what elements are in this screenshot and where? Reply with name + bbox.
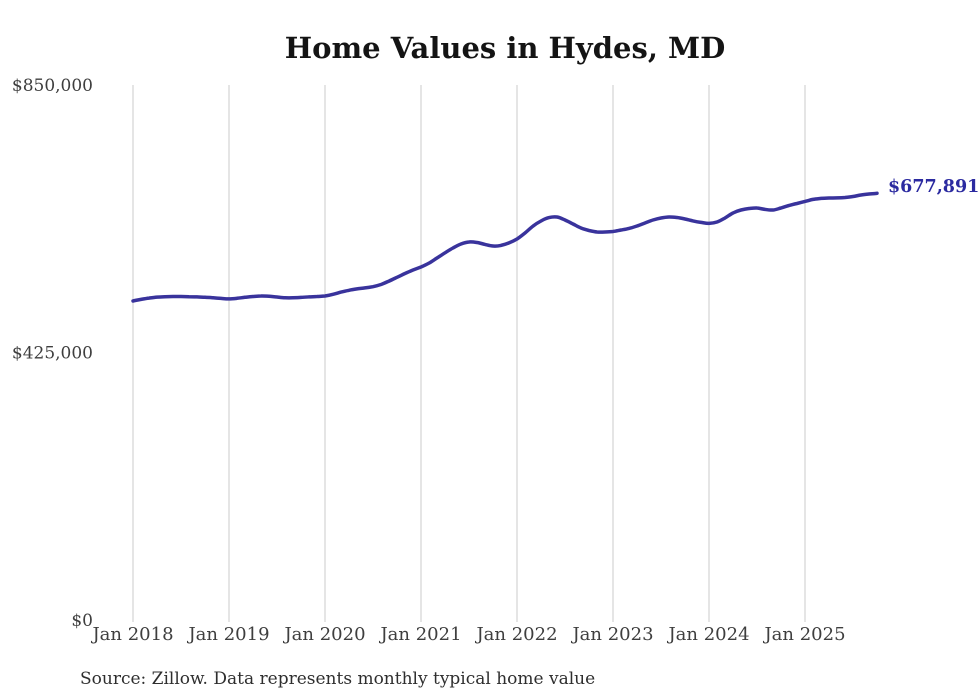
y-axis-tick-label: $850,000 [12,76,93,96]
x-axis-tick-label: Jan 2024 [666,624,749,645]
final-value-label: $677,891 [888,177,979,197]
x-axis-tick-label: Jan 2022 [474,624,557,645]
x-axis-tick-label: Jan 2019 [186,624,269,645]
x-axis-labels: Jan 2018 Jan 2019 Jan 2020 Jan 2021 Jan 2022… [90,624,845,645]
x-axis-tick-label: Jan 2018 [90,624,173,645]
y-axis-labels: $850,000 $425,000 $0 [12,76,93,631]
x-axis-tick-label: Jan 2025 [762,624,845,645]
x-axis-tick-label: Jan 2023 [570,624,653,645]
source-note: Source: Zillow. Data represents monthly … [80,669,595,689]
home-value-line-series [131,191,879,303]
gridlines [132,85,806,622]
chart-title: Home Values in Hydes, MD [285,31,726,65]
y-axis-tick-label: $425,000 [12,344,93,364]
x-axis-tick-label: Jan 2020 [282,624,365,645]
x-axis-tick-label: Jan 2021 [378,624,461,645]
y-axis-tick-label: $0 [71,611,93,631]
